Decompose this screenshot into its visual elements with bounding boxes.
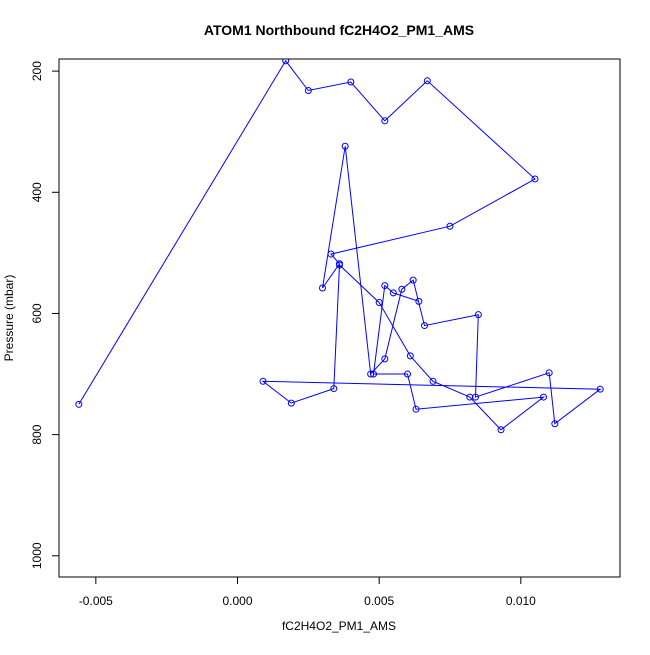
- x-axis-label: fC2H4O2_PM1_AMS: [282, 619, 396, 633]
- data-point: [404, 370, 411, 378]
- data-point: [540, 393, 547, 401]
- data-point: [429, 377, 437, 385]
- data-point: [406, 352, 414, 360]
- series-layer: [75, 59, 604, 434]
- x-tick-label: 0.005: [364, 594, 394, 608]
- y-axis: 200 400 600 800 1000: [30, 61, 60, 569]
- chart-title: ATOM1 Northbound fC2H4O2_PM1_AMS: [204, 22, 474, 38]
- data-point: [421, 322, 428, 330]
- data-point: [341, 142, 349, 150]
- y-tick-label: 800: [30, 424, 44, 444]
- plot-frame: [58, 58, 621, 578]
- data-point: [381, 117, 389, 125]
- data-point: [412, 405, 420, 413]
- data-point: [381, 355, 389, 363]
- data-point: [367, 370, 375, 378]
- x-axis: -0.005 0.000 0.005 0.010: [79, 576, 536, 608]
- y-tick-label: 200: [30, 61, 44, 81]
- x-tick-label: -0.005: [79, 594, 113, 608]
- data-point: [327, 250, 335, 258]
- data-point: [347, 78, 355, 86]
- x-tick-label: 0.010: [506, 594, 536, 608]
- y-tick-label: 1000: [30, 542, 44, 569]
- data-point: [336, 261, 343, 269]
- data-point: [531, 175, 539, 183]
- data-point: [287, 399, 295, 407]
- data-point: [415, 297, 423, 305]
- y-axis-label: Pressure (mbar): [2, 275, 16, 362]
- data-point: [398, 285, 406, 293]
- data-point: [319, 284, 326, 292]
- data-point: [423, 77, 431, 85]
- y-tick-label: 600: [30, 303, 44, 323]
- data-point: [545, 369, 553, 377]
- data-point: [551, 420, 559, 428]
- data-point: [282, 59, 290, 65]
- data-point: [330, 385, 338, 393]
- data-point: [466, 393, 474, 401]
- series-line: [78, 59, 602, 431]
- data-point: [446, 222, 454, 230]
- data-point: [304, 87, 312, 95]
- data-point: [474, 311, 482, 319]
- data-point: [370, 370, 377, 378]
- data-point: [389, 289, 397, 297]
- x-tick-label: 0.000: [222, 594, 252, 608]
- data-point: [375, 299, 383, 307]
- data-point: [381, 282, 389, 290]
- data-point: [259, 377, 267, 385]
- data-point: [409, 276, 417, 284]
- data-point: [75, 400, 83, 408]
- y-tick-label: 400: [30, 182, 44, 202]
- data-point: [497, 426, 505, 434]
- data-point: [596, 385, 604, 393]
